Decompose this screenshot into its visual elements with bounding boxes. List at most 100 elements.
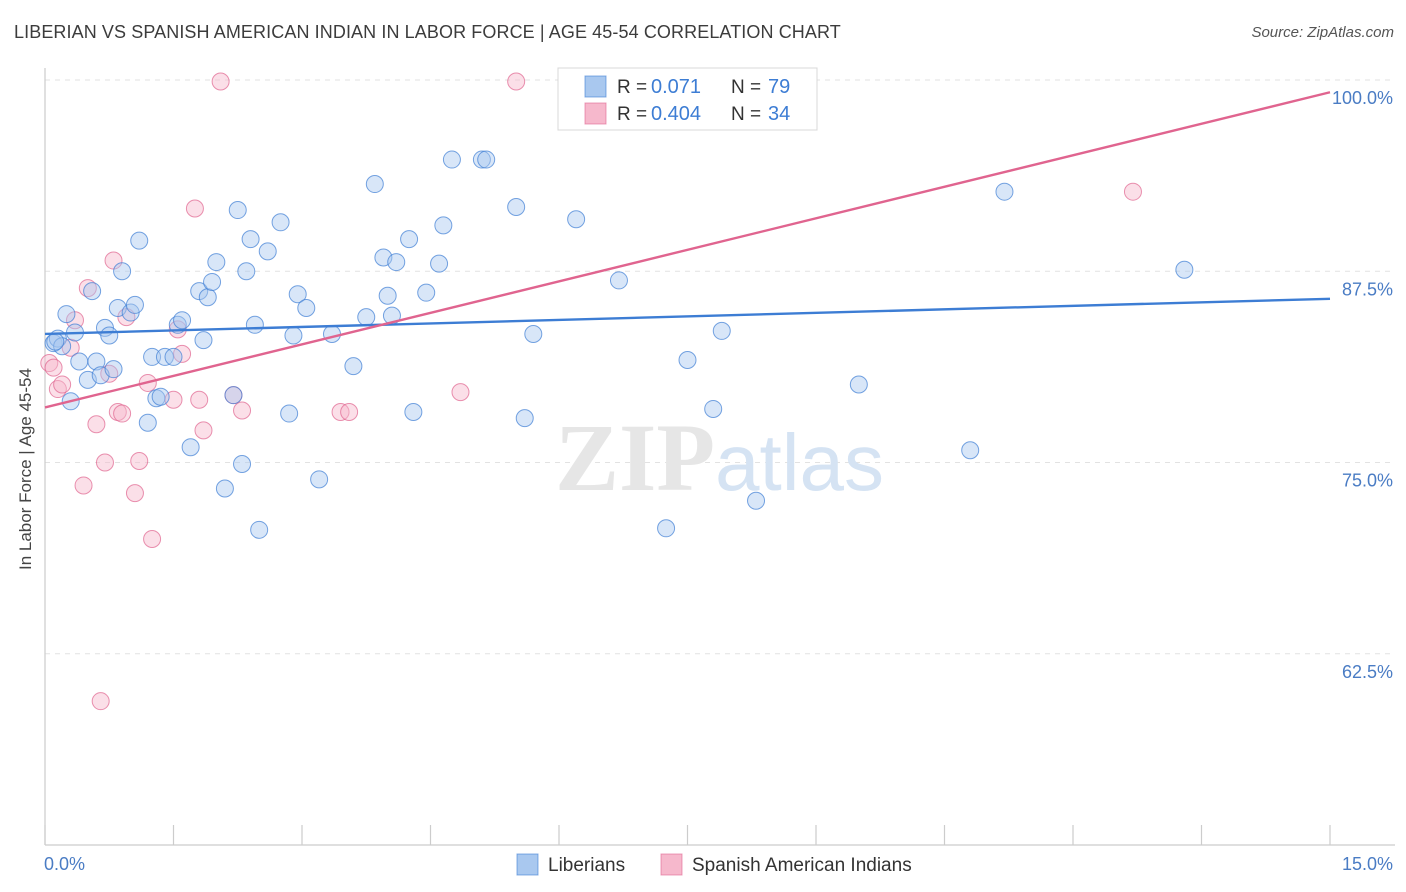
data-point [241, 230, 260, 249]
data-point [567, 210, 586, 229]
data-point [215, 479, 234, 498]
data-point [442, 150, 461, 169]
data-point [100, 326, 119, 345]
legend-swatch [584, 75, 607, 98]
data-point [211, 72, 230, 91]
data-point [46, 332, 65, 351]
legend-r-value: 0.404 [651, 103, 701, 125]
data-point [57, 305, 76, 324]
data-point [271, 213, 290, 232]
data-point [344, 357, 363, 376]
y-tick-label: 62.5% [1342, 662, 1393, 682]
bottom-legend-label: Liberians [548, 855, 625, 876]
data-point [995, 182, 1014, 201]
legend-r-value: 0.071 [651, 76, 701, 98]
legend-n-label: N = [731, 104, 761, 125]
data-point [430, 254, 449, 273]
data-point [365, 175, 384, 194]
tick-labels: 62.5% 75.0% 87.5% 100.0% 0.0% 15.0% [44, 88, 1393, 874]
data-point [185, 199, 204, 218]
data-point [280, 404, 299, 423]
data-point [143, 530, 162, 548]
data-point [233, 401, 252, 420]
y-tick-label: 75.0% [1342, 471, 1393, 491]
data-point [357, 308, 376, 327]
data-point [164, 347, 183, 366]
data-point [83, 282, 102, 301]
data-point [87, 415, 106, 434]
data-point [515, 409, 534, 428]
data-point [151, 387, 170, 406]
bottom-legend-swatch [516, 853, 539, 876]
data-point [400, 230, 419, 249]
data-point [961, 441, 980, 460]
data-point [91, 692, 110, 711]
data-point [87, 352, 106, 371]
data-point [237, 262, 256, 281]
data-point [704, 399, 723, 418]
data-point [297, 298, 316, 317]
legend-r-label: R = [617, 77, 647, 98]
points-liberians [44, 150, 1194, 539]
data-point [245, 315, 264, 334]
data-point [284, 326, 303, 345]
watermark-zip: ZIP [555, 404, 715, 511]
data-point [173, 311, 192, 330]
trend-line [44, 297, 1331, 336]
x-tick-label: 0.0% [44, 854, 85, 874]
points-spanish-american-indians [40, 72, 1142, 711]
data-point [417, 283, 436, 302]
data-point [95, 453, 114, 472]
legend-n-value: 34 [768, 103, 790, 125]
data-point [198, 288, 217, 307]
data-point [228, 201, 247, 220]
data-point [322, 324, 341, 343]
data-point [190, 390, 209, 409]
axes [44, 68, 1395, 846]
data-point [1175, 260, 1194, 279]
data-point [181, 438, 200, 457]
legend-swatch [584, 102, 607, 125]
data-point [378, 286, 397, 305]
data-point [340, 403, 359, 422]
data-point [258, 242, 277, 261]
data-point [477, 150, 496, 169]
trend-lines [44, 91, 1331, 409]
legend-n-label: N = [731, 77, 761, 98]
data-point [472, 150, 491, 169]
data-point [207, 253, 226, 272]
data-point [657, 519, 676, 538]
data-point [130, 451, 149, 470]
data-point [849, 375, 868, 394]
source-label: Source: ZipAtlas.com [1251, 24, 1394, 41]
bottom-legend: Liberians Spanish American Indians [516, 853, 912, 876]
data-point [194, 421, 213, 440]
data-point [434, 216, 453, 235]
data-point [507, 72, 526, 91]
data-point [387, 253, 406, 272]
watermark-atlas: atlas [715, 418, 884, 507]
data-point [404, 403, 423, 422]
data-point [678, 350, 697, 369]
y-tick-label: 100.0% [1332, 88, 1393, 108]
data-point [203, 272, 222, 291]
data-point [524, 324, 543, 343]
data-point [113, 404, 132, 423]
legend: R = 0.071 N = 79 R = 0.404 N = 34 [557, 67, 818, 131]
data-point [310, 470, 329, 489]
bottom-legend-swatch [660, 853, 683, 876]
legend-r-label: R = [617, 104, 647, 125]
data-point [250, 520, 269, 539]
data-point [104, 360, 123, 379]
chart-title: LIBERIAN VS SPANISH AMERICAN INDIAN IN L… [14, 22, 841, 42]
data-point [70, 352, 89, 371]
legend-n-value: 79 [768, 76, 790, 98]
data-point [194, 331, 213, 350]
x-tick-label: 15.0% [1342, 854, 1393, 874]
data-point [130, 231, 149, 250]
data-point [44, 358, 63, 377]
data-point [609, 271, 628, 290]
trend-line [44, 91, 1331, 409]
data-point [125, 295, 144, 314]
